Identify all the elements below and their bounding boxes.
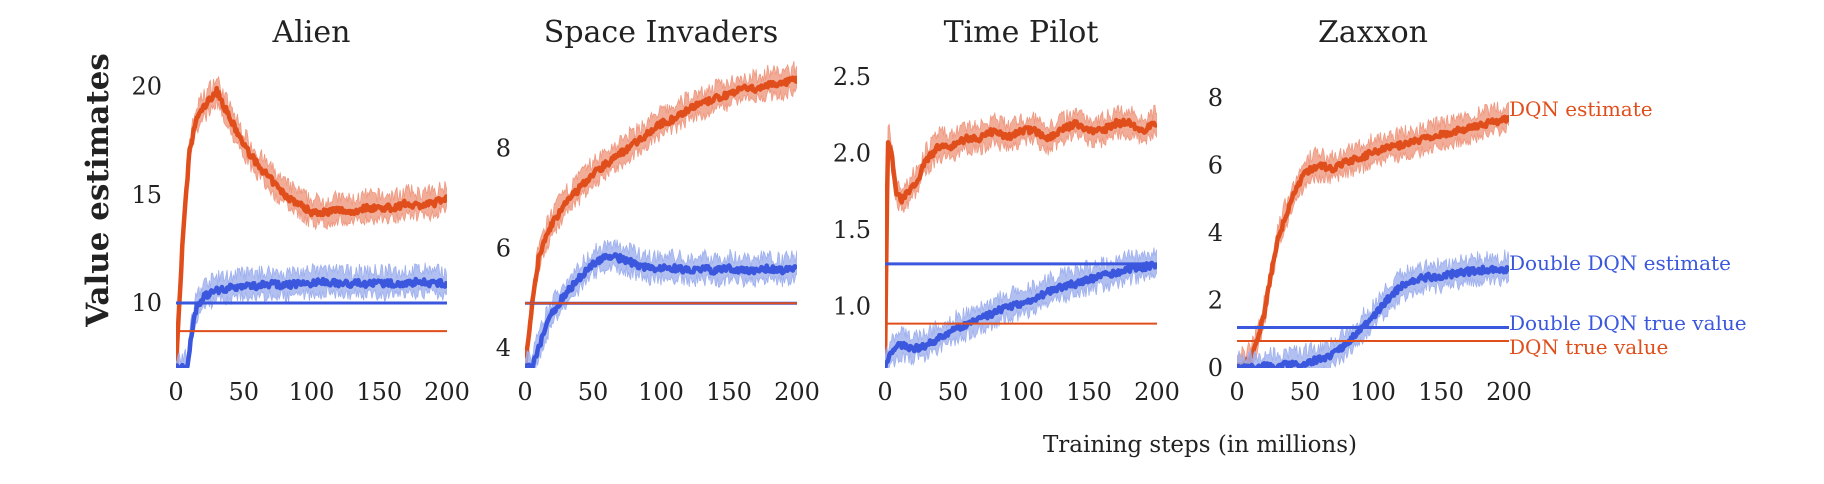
x-axis-label: Training steps (in millions) xyxy=(1043,432,1357,458)
panel-title: Alien xyxy=(272,15,351,50)
x-tick-label: 0 xyxy=(877,378,892,406)
x-tick-label: 100 xyxy=(289,378,335,406)
y-axis-label: Value estimates xyxy=(80,53,116,328)
y-tick-label: 4 xyxy=(1208,219,1223,247)
series-band-dqn-estimate xyxy=(525,61,797,368)
y-tick-label: 0 xyxy=(1208,354,1223,382)
panel-space-invaders: Space Invaders 0 50 100 150 200 4 6 8 xyxy=(496,15,820,406)
x-tick-label: 150 xyxy=(1066,378,1112,406)
legend-dqn-true-value: DQN true value xyxy=(1509,335,1668,359)
panel-title: Time Pilot xyxy=(944,15,1099,50)
y-tick-label: 2 xyxy=(1208,286,1223,314)
x-tick-label: 150 xyxy=(706,378,752,406)
y-tick-label: 1.5 xyxy=(833,216,871,244)
y-tick-label: 2.5 xyxy=(833,63,871,91)
legend-dqn-estimate: DQN estimate xyxy=(1509,97,1653,121)
x-tick-label: 200 xyxy=(424,378,470,406)
x-tick-label: 200 xyxy=(1134,378,1180,406)
series-band-dqn-estimate xyxy=(176,75,447,368)
legend: DQN estimate Double DQN estimate Double … xyxy=(1509,97,1747,359)
y-tick-label: 4 xyxy=(496,334,511,362)
series-line-double-dqn-estimate xyxy=(176,276,447,368)
series-line-dqn-estimate xyxy=(885,117,1157,366)
x-tick-label: 200 xyxy=(1486,378,1532,406)
series-line-dqn-estimate xyxy=(525,75,797,368)
x-tick-label: 100 xyxy=(638,378,684,406)
series-line-dqn-estimate xyxy=(176,85,447,368)
x-tick-label: 100 xyxy=(1350,378,1396,406)
series-line-double-dqn-estimate xyxy=(885,260,1157,368)
y-tick-label: 10 xyxy=(131,289,162,317)
x-tick-label: 0 xyxy=(1229,378,1244,406)
series-line-double-dqn-estimate xyxy=(525,252,797,368)
x-tick-label: 150 xyxy=(1418,378,1464,406)
y-tick-label: 6 xyxy=(496,234,511,262)
panel-title: Zaxxon xyxy=(1318,15,1428,50)
x-tick-label: 50 xyxy=(578,378,609,406)
series-band-dqn-estimate xyxy=(1237,101,1509,368)
series-band-double-dqn-estimate xyxy=(525,239,797,368)
legend-ddqn-true-value: Double DQN true value xyxy=(1509,311,1747,335)
y-tick-label: 15 xyxy=(131,181,162,209)
x-tick-label: 50 xyxy=(938,378,969,406)
series-line-dqn-estimate xyxy=(1237,114,1509,368)
y-tick-label: 8 xyxy=(1208,84,1223,112)
y-tick-label: 1.0 xyxy=(833,293,871,321)
panel-zaxxon: Zaxxon 0 50 100 150 200 0 2 4 6 8 xyxy=(1208,15,1532,406)
y-tick-label: 2.0 xyxy=(833,140,871,168)
panel-title: Space Invaders xyxy=(544,15,778,50)
series-band-dqn-estimate xyxy=(885,104,1157,368)
x-tick-label: 50 xyxy=(1290,378,1321,406)
y-tick-label: 6 xyxy=(1208,151,1223,179)
panel-time-pilot: Time Pilot 0 50 100 150 200 1.0 1.5 2.0 2.5 xyxy=(833,15,1180,406)
x-tick-label: 50 xyxy=(228,378,259,406)
y-tick-label: 8 xyxy=(496,135,511,163)
x-tick-label: 200 xyxy=(774,378,820,406)
x-tick-label: 0 xyxy=(517,378,532,406)
x-tick-label: 100 xyxy=(998,378,1044,406)
y-tick-label: 20 xyxy=(131,72,162,100)
x-tick-label: 150 xyxy=(356,378,402,406)
legend-ddqn-estimate: Double DQN estimate xyxy=(1509,251,1731,275)
series-band-double-dqn-estimate xyxy=(885,247,1157,368)
panel-alien: Alien 0 50 100 150 200 10 15 20 xyxy=(131,15,469,406)
x-tick-label: 0 xyxy=(168,378,183,406)
series-line-double-dqn-estimate xyxy=(1237,264,1509,368)
